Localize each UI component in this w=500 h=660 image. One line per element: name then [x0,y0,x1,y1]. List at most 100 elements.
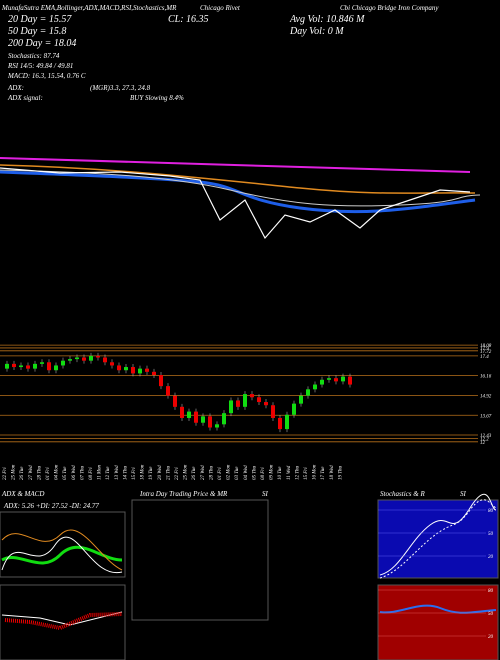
candle [222,413,226,425]
candle [306,389,310,396]
macd-hist [4,612,123,631]
candle [292,403,296,415]
candle [194,411,198,423]
ma-line [0,157,471,173]
candle [82,357,86,361]
date-label: 25 Mon [12,464,17,480]
stoch-line [379,499,497,579]
date-label: 08 Fri [89,467,94,480]
date-label: 27 Wed [29,465,34,480]
candle [299,395,303,404]
candle [117,365,121,371]
candle [124,367,128,371]
candle [110,362,114,366]
candle [131,367,135,374]
price-label: 16.16 [480,375,492,380]
price-label: 12 [480,441,486,446]
candle [243,394,247,407]
avg-vol: Avg Vol: 10.846 M [289,14,365,25]
candle [229,400,233,414]
candle [285,414,289,430]
price-label: 12.43 [480,434,492,439]
adx-panel [0,511,126,578]
date-label: 01 Fri [218,467,223,480]
header-line: MunafaSutra EMA,Bollinger,ADX,MACD,RSI,S… [1,4,177,12]
candle [327,378,331,380]
date-label: 13 Wed [115,465,120,480]
ma-line [0,169,481,207]
candle [320,379,324,385]
candle [40,362,44,364]
date-label: 22 Fri [175,467,180,480]
price-label: 17.9 [480,347,489,352]
date-label: 06 Wed [72,465,77,480]
candle [264,402,268,406]
candle [166,386,170,396]
price-line [0,167,471,240]
candle [152,371,156,375]
rsi-tick: 20 [488,635,494,640]
candle [19,365,23,368]
date-label: 28 Thu [209,465,214,480]
candle [47,362,51,371]
date-label: 12 Tue [106,466,111,480]
moving-averages [0,157,481,240]
candle [145,368,149,372]
price-label: 17.4 [480,355,489,360]
stoch-tick: 20 [488,555,494,560]
panel-title: SI [460,490,467,498]
panel-title: Intra Day Trading Price & MR [139,490,228,498]
stoch: Stochastics: 87.74 [8,52,60,60]
macd-line [1,611,123,626]
date-label: 28 Thu [37,465,42,480]
price-label: 18.08 [480,344,492,349]
date-label: 25 Mon [184,464,189,480]
intra-panel [131,499,269,621]
date-label: 08 Fri [261,467,266,480]
date-label: 18 Wed [330,465,335,480]
candle [5,363,9,369]
adx-signal: ADX signal: [7,94,43,102]
date-label: 07 Thu [80,465,85,480]
date-label: 11 Wed [287,465,292,480]
price-label: 13.67 [480,414,492,419]
price-label: 14.92 [480,394,492,399]
rsi-line [379,604,497,614]
ma20: 20 Day = 15.57 [8,14,72,25]
candle [180,406,184,418]
rsi-panel [377,584,499,660]
signal: BUY Slowing 8.4% [130,94,184,102]
date-label: 03 Tue [235,466,240,480]
ma50: 50 Day = 15.8 [8,26,66,37]
date-label: 26 Tue [192,466,197,480]
adx-text: ADX: 5.26 +DI: 27.52 -DI: 24.77 [3,502,99,510]
header: MunafaSutra EMA,Bollinger,ADX,MACD,RSI,S… [1,4,439,102]
candle [236,400,240,407]
price-chart: 18.0817.917.7217.416.1614.9213.6712.4312… [0,344,492,480]
date-label: 02 Mon [227,464,232,480]
date-label: 21 Thu [166,465,171,480]
candle [250,394,254,398]
candle [96,355,100,358]
date-label: 05 Thu [252,465,257,480]
adx-line [1,529,123,571]
candle [313,384,317,390]
date-label: 17 Tue [321,466,326,480]
candle [138,368,142,374]
candle [187,411,191,418]
bottom-panels: ADX & MACD ADX: 5.26 +DI: 27.52 -DI: 24.… [0,490,499,660]
ticker: Chicago Rivet [200,4,241,12]
panel-title: SI [262,490,269,498]
candle [257,397,261,403]
date-label: 19 Tue [149,466,154,480]
panel-title: Stochastics & R [380,490,425,498]
rsi: RSI 14/5: 49.84 / 49.81 [7,62,73,70]
candle [341,376,345,382]
date-label: 04 Mon [55,464,60,480]
date-label: 09 Mon [270,464,275,480]
date-label: 05 Tue [63,466,68,480]
rsi-tick: 50 [488,612,494,617]
date-label: 12 Thu [295,465,300,480]
date-label: 15 Fri [132,467,137,480]
date-label: 01 Fri [46,467,51,480]
